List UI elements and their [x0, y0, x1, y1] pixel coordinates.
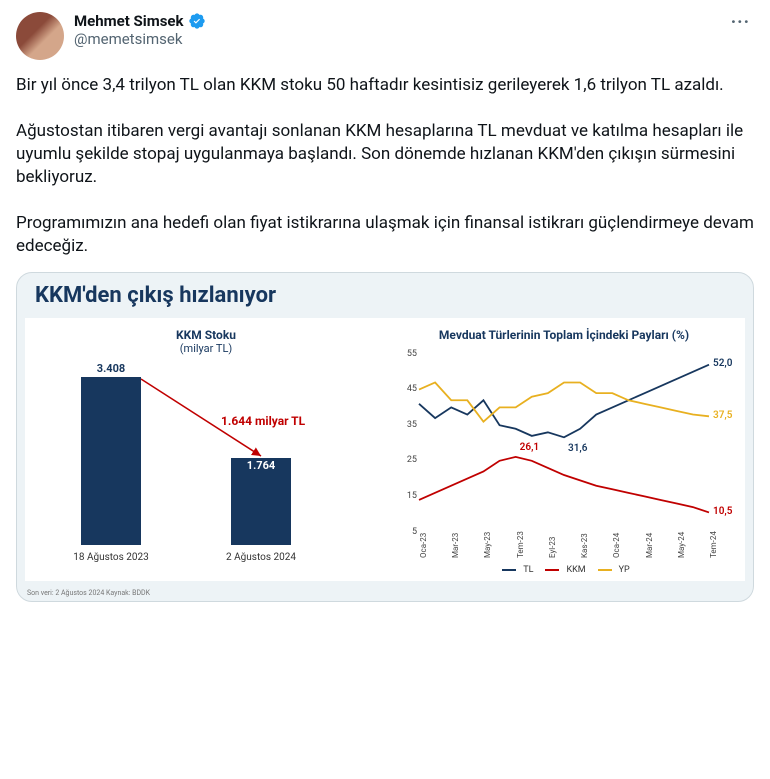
display-name[interactable]: Mehmet Simsek — [74, 12, 184, 30]
bar-value-label: 1.764 — [231, 459, 291, 472]
chart-footer: Son veri: 2 Ağustos 2024 Kaynak: BDDK — [17, 589, 753, 601]
right-line-chart: Mevduat Türlerinin Toplam İçindeki Payla… — [389, 328, 739, 575]
bar-x-label: 18 Ağustos 2023 — [71, 552, 151, 563]
user-names: Mehmet Simsek @memetsimsek — [74, 12, 717, 48]
chart-main-title: KKM'den çıkış hızlanıyor — [35, 283, 735, 308]
series-mid-label: 31,6 — [568, 443, 588, 454]
verified-badge-icon — [188, 12, 206, 30]
tweet-header: Mehmet Simsek @memetsimsek ··· — [16, 12, 754, 60]
bar-x-label: 2 Ağustos 2024 — [221, 552, 301, 563]
bar — [81, 377, 141, 545]
series-mid-label: 26,1 — [520, 442, 540, 453]
right-chart-title: Mevduat Türlerinin Toplam İçindeki Payla… — [439, 328, 689, 342]
left-chart-unit: (milyar TL) — [31, 342, 381, 355]
drop-label: 1.644 milyar TL — [221, 414, 305, 428]
more-options-icon[interactable]: ··· — [727, 12, 754, 33]
tweet-text: Bir yıl önce 3,4 trilyon TL olan KKM sto… — [16, 74, 754, 258]
series-end-label: 52,0 — [713, 358, 733, 369]
series-end-label: 10,5 — [713, 506, 733, 517]
avatar[interactable] — [16, 12, 64, 60]
bar-value-label: 3.408 — [81, 362, 141, 375]
legend: TLKKMYP — [389, 564, 739, 575]
left-chart-title: KKM Stoku — [176, 328, 236, 342]
series-end-label: 37,5 — [713, 410, 733, 421]
user-handle[interactable]: @memetsimsek — [74, 30, 717, 48]
left-bar-chart: KKM Stoku (milyar TL) 3.408 18 Ağustos 20… — [31, 328, 381, 575]
tweet-container: Mehmet Simsek @memetsimsek ··· Bir yıl ö… — [0, 0, 770, 614]
chart-attachment[interactable]: KKM'den çıkış hızlanıyor KKM Stoku (mily… — [16, 272, 754, 602]
